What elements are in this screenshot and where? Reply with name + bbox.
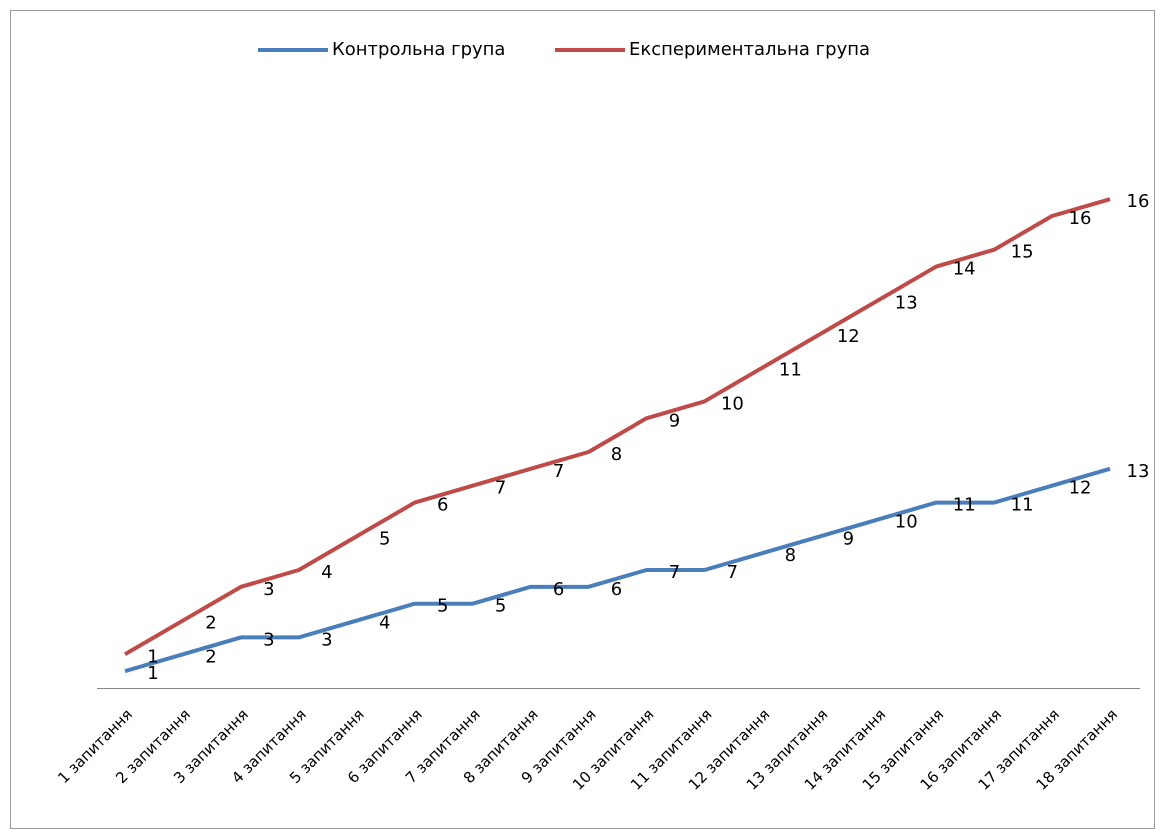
data-label: 16 [1127,191,1150,212]
data-label: 5 [437,596,448,617]
data-label: 12 [837,326,860,347]
data-label: 7 [727,562,738,583]
data-label: 12 [1069,478,1092,499]
data-label: 13 [895,292,918,313]
data-label: 3 [263,579,274,600]
data-label: 9 [669,410,680,431]
chart-frame [10,10,1155,829]
data-label: 6 [611,579,622,600]
data-label: 16 [1069,208,1092,229]
data-label: 4 [379,613,390,634]
data-label: 4 [321,562,332,583]
data-label: 5 [495,596,506,617]
legend-label: Експериментальна група [629,39,870,60]
data-label: 7 [553,461,564,482]
data-label: 8 [785,545,796,566]
data-label: 7 [669,562,680,583]
data-label: 10 [721,393,744,414]
data-label: 3 [321,629,332,650]
data-label: 3 [263,629,274,650]
data-label: 1 [147,646,158,667]
data-label: 2 [205,613,216,634]
data-label: 5 [379,528,390,549]
legend-label: Контрольна група [332,39,505,60]
data-label: 8 [611,444,622,465]
line [124,466,1111,674]
data-label: 6 [553,579,564,600]
data-label: 1 [147,663,158,684]
data-label: 15 [1011,242,1034,263]
data-label: 9 [843,528,854,549]
data-label: 11 [1011,495,1034,516]
data-label: 13 [1127,461,1150,482]
data-label: 10 [895,511,918,532]
data-label: 2 [205,646,216,667]
line [123,197,1111,657]
data-label: 14 [953,259,976,280]
data-label: 11 [953,495,976,516]
data-label: 6 [437,495,448,516]
data-label: 11 [779,360,802,381]
data-label: 7 [495,478,506,499]
